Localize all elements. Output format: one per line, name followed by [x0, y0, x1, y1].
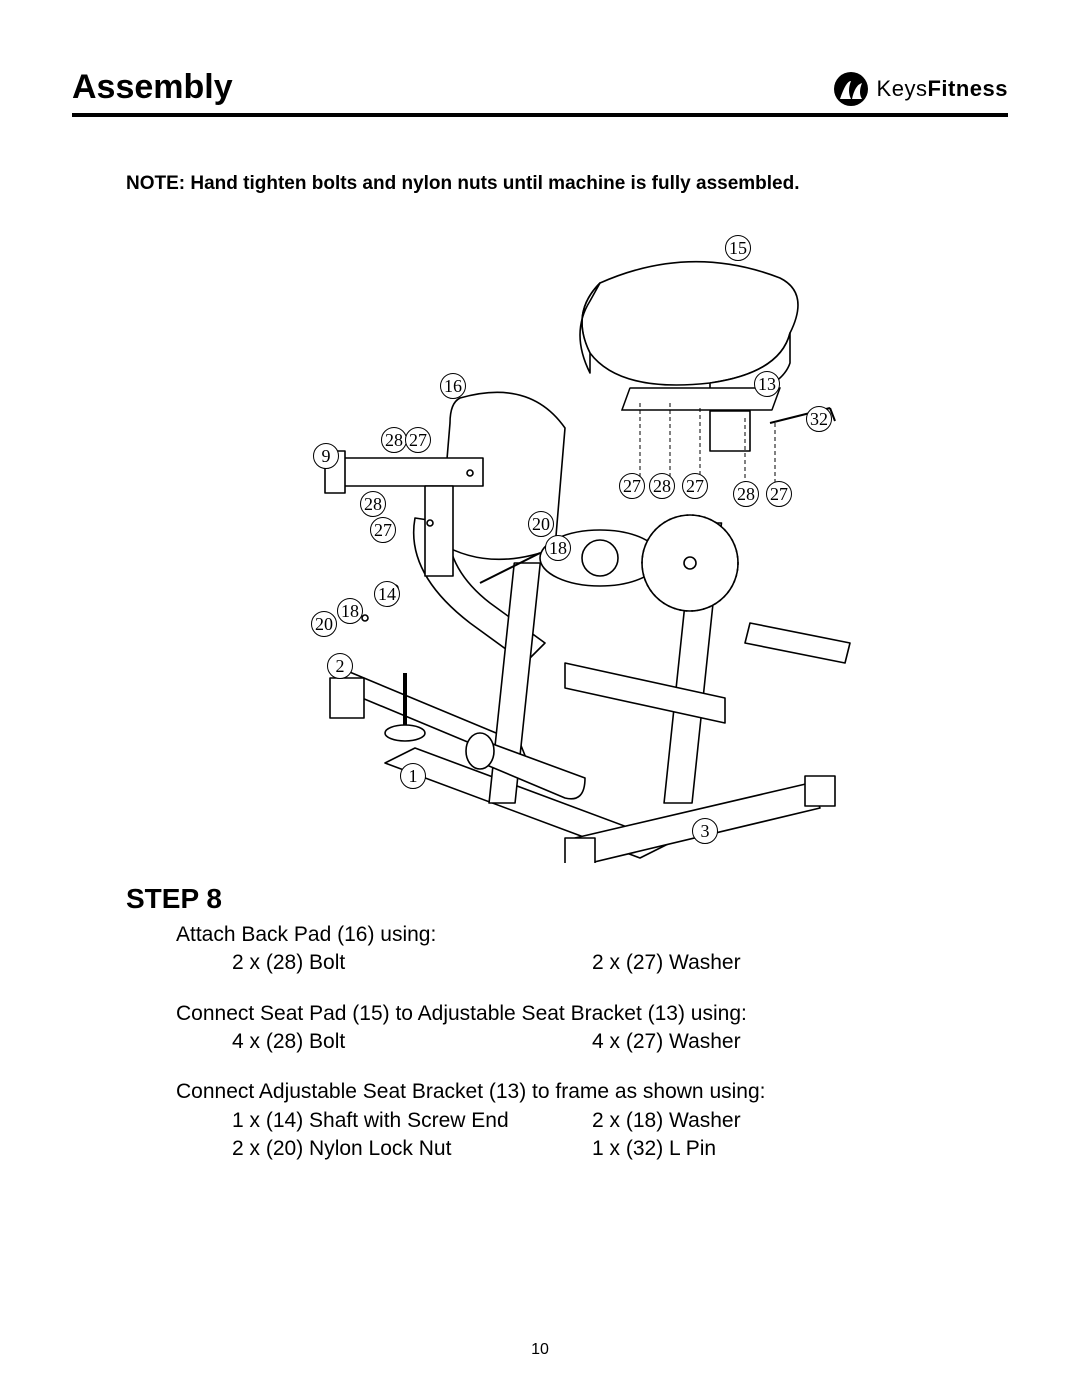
- callout-27: 27: [405, 427, 431, 453]
- parts-right: 2 x (27) Washer: [592, 949, 892, 977]
- parts-row: 2 x (20) Nylon Lock Nut 1 x (32) L Pin: [232, 1135, 928, 1163]
- instruction-lead: Connect Adjustable Seat Bracket (13) to …: [176, 1078, 928, 1106]
- page-header: Assembly KeysFitness: [72, 68, 1008, 117]
- step-instructions: Attach Back Pad (16) using:2 x (28) Bolt…: [176, 921, 928, 1163]
- callout-3: 3: [692, 818, 718, 844]
- callout-9: 9: [313, 443, 339, 469]
- assembly-note: NOTE: Hand tighten bolts and nylon nuts …: [126, 173, 1008, 195]
- callout-28: 28: [649, 473, 675, 499]
- callout-18: 18: [545, 535, 571, 561]
- step-title: STEP 8: [126, 883, 1008, 915]
- instruction-block: Attach Back Pad (16) using:2 x (28) Bolt…: [176, 921, 928, 978]
- parts-left: 1 x (14) Shaft with Screw End: [232, 1107, 532, 1135]
- assembly-diagram: 1516133228279272827282728272018141820213: [170, 223, 910, 863]
- diagram-svg: [170, 223, 910, 863]
- section-title: Assembly: [72, 68, 233, 107]
- callout-28: 28: [733, 481, 759, 507]
- parts-row: 1 x (14) Shaft with Screw End 2 x (18) Wa…: [232, 1107, 928, 1135]
- parts-right: 1 x (32) L Pin: [592, 1135, 892, 1163]
- parts-left: 2 x (20) Nylon Lock Nut: [232, 1135, 532, 1163]
- instruction-lead: Connect Seat Pad (15) to Adjustable Seat…: [176, 1000, 928, 1028]
- callout-1: 1: [400, 763, 426, 789]
- callout-13: 13: [754, 371, 780, 397]
- parts-row: 4 x (28) Bolt 4 x (27) Washer: [232, 1028, 928, 1056]
- instruction-lead: Attach Back Pad (16) using:: [176, 921, 928, 949]
- instruction-block: Connect Seat Pad (15) to Adjustable Seat…: [176, 1000, 928, 1057]
- parts-right: 2 x (18) Washer: [592, 1107, 892, 1135]
- parts-left: 2 x (28) Bolt: [232, 949, 532, 977]
- callout-20: 20: [311, 611, 337, 637]
- instruction-block: Connect Adjustable Seat Bracket (13) to …: [176, 1078, 928, 1163]
- brand-logo-icon: [833, 71, 869, 107]
- brand-name: KeysFitness: [877, 76, 1008, 102]
- callout-20: 20: [528, 511, 554, 537]
- callout-27: 27: [766, 481, 792, 507]
- callout-15: 15: [725, 235, 751, 261]
- callout-27: 27: [619, 473, 645, 499]
- callout-27: 27: [370, 517, 396, 543]
- callout-2: 2: [327, 653, 353, 679]
- page-number: 10: [0, 1341, 1080, 1359]
- brand-logo: KeysFitness: [833, 71, 1008, 107]
- parts-right: 4 x (27) Washer: [592, 1028, 892, 1056]
- callout-14: 14: [374, 581, 400, 607]
- callout-27: 27: [682, 473, 708, 499]
- parts-left: 4 x (28) Bolt: [232, 1028, 532, 1056]
- callout-18: 18: [337, 598, 363, 624]
- callout-16: 16: [440, 373, 466, 399]
- callout-28: 28: [360, 491, 386, 517]
- callout-28: 28: [381, 427, 407, 453]
- parts-row: 2 x (28) Bolt 2 x (27) Washer: [232, 949, 928, 977]
- callout-32: 32: [806, 406, 832, 432]
